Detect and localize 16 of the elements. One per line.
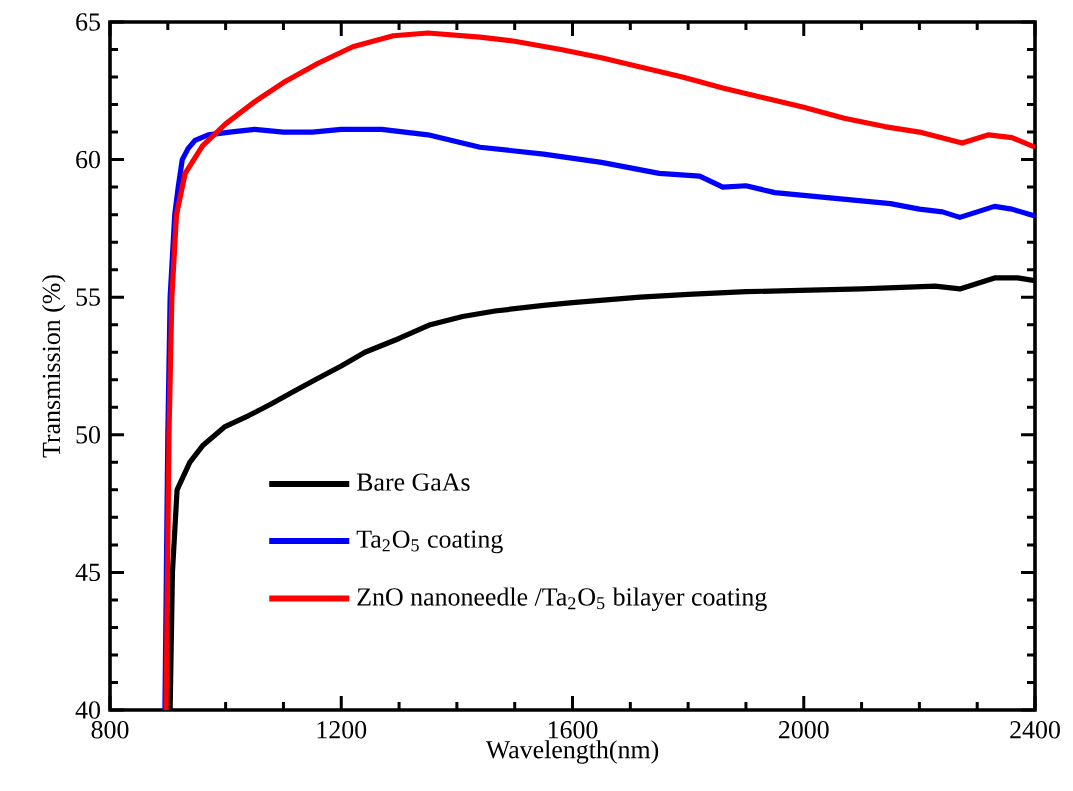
x-tick-label: 2400 bbox=[1010, 721, 1060, 739]
x-tick-label: 2000 bbox=[778, 721, 829, 739]
legend-label: Bare GaAs bbox=[356, 473, 470, 491]
y-tick-label: 65 bbox=[76, 13, 100, 31]
x-tick-label: 1200 bbox=[317, 721, 367, 739]
legend-label: ZnO nanoneedle /Ta$_{2}$O$_{5}$ bilayer coating bbox=[357, 587, 767, 612]
y-tick-label: 50 bbox=[76, 426, 100, 444]
x-axis-title: Wavelength(nm) bbox=[485, 740, 659, 764]
legend-label: Ta$_{2}$O$_{5}$ coating bbox=[356, 530, 503, 554]
y-tick-label: 55 bbox=[76, 288, 100, 306]
y-axis-title: Transmission (%) bbox=[41, 275, 66, 458]
y-tick-label: 60 bbox=[76, 150, 100, 169]
y-tick-label: 45 bbox=[75, 563, 100, 582]
y-tick-label: 40 bbox=[75, 701, 100, 719]
x-tick-label: 1600 bbox=[548, 721, 598, 739]
x-tick-label: 800 bbox=[91, 721, 129, 739]
